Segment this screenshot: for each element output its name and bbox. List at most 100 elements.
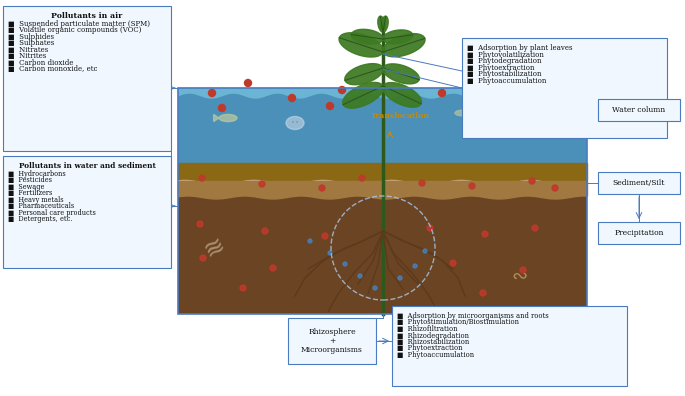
Text: ■  Phytoaccumulation: ■ Phytoaccumulation	[467, 76, 547, 84]
Circle shape	[219, 105, 225, 112]
Text: ■  Phytovolatilization: ■ Phytovolatilization	[467, 51, 544, 59]
Circle shape	[327, 103, 334, 110]
Bar	[178, 93, 587, 166]
Text: ■  Phytoaccumulation: ■ Phytoaccumulation	[397, 351, 474, 359]
Text: ■  Detergents, etc.: ■ Detergents, etc.	[8, 215, 73, 223]
Polygon shape	[469, 110, 473, 116]
Circle shape	[328, 251, 332, 255]
Text: ■  Adsorption by microorganisms and roots: ■ Adsorption by microorganisms and roots	[397, 312, 549, 320]
Text: ■  Hydrocarbons: ■ Hydrocarbons	[8, 169, 66, 177]
Circle shape	[200, 255, 206, 261]
Polygon shape	[383, 34, 425, 57]
Text: ■  Personal care products: ■ Personal care products	[8, 209, 96, 217]
FancyBboxPatch shape	[598, 222, 680, 244]
Text: ■  Rhizostabilization: ■ Rhizostabilization	[397, 338, 469, 346]
Circle shape	[499, 110, 506, 116]
FancyBboxPatch shape	[3, 156, 171, 268]
Bar	[178, 163, 587, 199]
FancyBboxPatch shape	[598, 99, 680, 121]
Text: ■  Heavy metals: ■ Heavy metals	[8, 196, 64, 204]
Circle shape	[308, 239, 312, 243]
Circle shape	[262, 228, 268, 234]
Circle shape	[482, 231, 488, 237]
Text: Rhizosphere
+
Microorganisms: Rhizosphere + Microorganisms	[301, 328, 363, 354]
Circle shape	[288, 95, 295, 101]
Text: ■  Phytostimulation/Biostimulation: ■ Phytostimulation/Biostimulation	[397, 318, 519, 326]
Ellipse shape	[286, 116, 304, 129]
FancyBboxPatch shape	[462, 38, 667, 138]
Ellipse shape	[219, 114, 237, 122]
Circle shape	[319, 185, 325, 191]
Circle shape	[423, 249, 427, 253]
Circle shape	[270, 265, 276, 271]
FancyBboxPatch shape	[288, 318, 376, 364]
Polygon shape	[345, 64, 383, 85]
Text: ■  Fertilizers: ■ Fertilizers	[8, 189, 52, 197]
Text: ■  Phytoextraction: ■ Phytoextraction	[467, 63, 534, 72]
Text: ■  Sewage: ■ Sewage	[8, 183, 45, 190]
Circle shape	[240, 285, 246, 291]
Text: ■  Nitrites: ■ Nitrites	[8, 52, 47, 60]
Circle shape	[358, 274, 362, 278]
Text: Pollutants in air: Pollutants in air	[51, 12, 123, 20]
Polygon shape	[214, 114, 219, 122]
Circle shape	[373, 286, 377, 290]
Text: ■  Volatile organic compounds (VOC): ■ Volatile organic compounds (VOC)	[8, 26, 141, 34]
Circle shape	[556, 114, 564, 122]
Text: ■  Rhizofiltration: ■ Rhizofiltration	[397, 325, 458, 333]
Text: ■  Adsorption by plant leaves: ■ Adsorption by plant leaves	[467, 44, 573, 52]
Text: ■  Carbon monoxide, etc: ■ Carbon monoxide, etc	[8, 65, 97, 73]
Bar	[178, 88, 587, 314]
Circle shape	[529, 178, 535, 184]
Circle shape	[532, 225, 538, 231]
Text: ■  Pesticides: ■ Pesticides	[8, 176, 52, 184]
Polygon shape	[383, 30, 412, 44]
FancyBboxPatch shape	[392, 306, 627, 386]
Polygon shape	[383, 82, 421, 107]
Circle shape	[427, 225, 433, 231]
Circle shape	[469, 183, 475, 189]
Circle shape	[338, 86, 345, 93]
Bar	[178, 196, 587, 314]
Circle shape	[343, 262, 347, 266]
Text: Translocation: Translocation	[371, 112, 429, 120]
Circle shape	[413, 264, 417, 268]
Text: ■  Suspended particulate matter (SPM): ■ Suspended particulate matter (SPM)	[8, 19, 150, 27]
Text: ■  Phytodegradation: ■ Phytodegradation	[467, 57, 542, 65]
Ellipse shape	[455, 110, 469, 116]
Text: ■  Pharmaceuticals: ■ Pharmaceuticals	[8, 202, 74, 210]
Circle shape	[552, 185, 558, 191]
Text: ■  Phytoextraction: ■ Phytoextraction	[397, 345, 462, 352]
Polygon shape	[378, 16, 386, 32]
Circle shape	[199, 175, 205, 181]
Text: ■  Sulphides: ■ Sulphides	[8, 32, 54, 40]
Circle shape	[398, 276, 402, 280]
Polygon shape	[381, 16, 388, 32]
Circle shape	[322, 233, 328, 239]
Text: ■  Sulphates: ■ Sulphates	[8, 39, 54, 47]
FancyBboxPatch shape	[598, 172, 680, 194]
Polygon shape	[351, 29, 383, 44]
Polygon shape	[383, 64, 419, 84]
Text: ≋: ≋	[200, 232, 230, 264]
Text: Pollutants in water and sediment: Pollutants in water and sediment	[18, 162, 155, 170]
Circle shape	[438, 89, 445, 97]
Polygon shape	[503, 125, 508, 131]
Polygon shape	[342, 82, 384, 108]
Text: Sediment/Silt: Sediment/Silt	[613, 179, 665, 187]
Text: ■  Nitrates: ■ Nitrates	[8, 46, 48, 53]
FancyBboxPatch shape	[3, 6, 171, 151]
Circle shape	[259, 181, 265, 187]
Circle shape	[359, 175, 365, 181]
Circle shape	[208, 89, 216, 97]
Text: ■  Phytostabilization: ■ Phytostabilization	[467, 70, 542, 78]
Text: ∾: ∾	[512, 267, 528, 286]
Text: ■  Rhizodegradation: ■ Rhizodegradation	[397, 331, 469, 339]
Polygon shape	[339, 33, 383, 57]
Text: ••: ••	[291, 120, 299, 126]
Text: ■  Carbon dioxide: ■ Carbon dioxide	[8, 59, 73, 67]
Circle shape	[197, 221, 203, 227]
Ellipse shape	[487, 125, 503, 131]
Circle shape	[480, 290, 486, 296]
Text: ❀: ❀	[473, 111, 491, 131]
